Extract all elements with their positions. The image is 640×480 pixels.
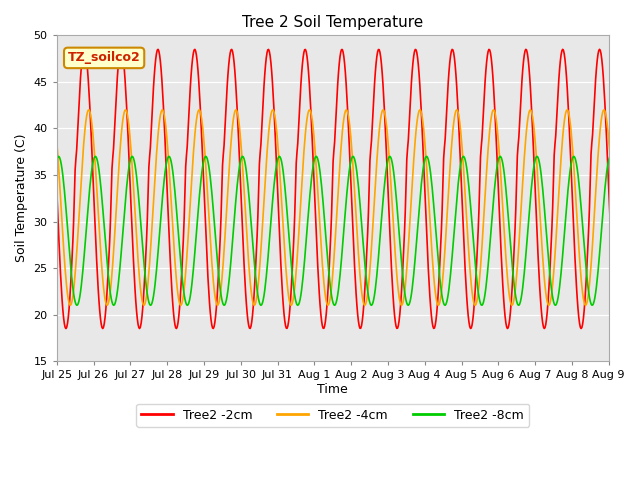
Tree2 -2cm xyxy=(413,49,420,55)
Tree2 -2cm xyxy=(123,103,131,108)
Tree2 -2cm xyxy=(446,60,454,65)
Tree2 -8cm xyxy=(294,302,301,308)
Tree2 -8cm xyxy=(230,219,238,225)
Tree2 -4cm xyxy=(53,138,61,144)
Text: TZ_soilco2: TZ_soilco2 xyxy=(68,51,141,64)
Tree2 -4cm xyxy=(122,107,130,113)
Tree2 -8cm xyxy=(413,226,421,232)
Line: Tree2 -4cm: Tree2 -4cm xyxy=(57,110,640,305)
Tree2 -2cm xyxy=(231,68,239,74)
Tree2 -2cm xyxy=(53,186,61,192)
Tree2 -2cm xyxy=(282,325,290,331)
Tree2 -8cm xyxy=(282,199,290,205)
Tree2 -4cm xyxy=(282,260,289,266)
Line: Tree2 -8cm: Tree2 -8cm xyxy=(57,156,640,305)
Y-axis label: Soil Temperature (C): Soil Temperature (C) xyxy=(15,134,28,263)
X-axis label: Time: Time xyxy=(317,383,348,396)
Legend: Tree2 -2cm, Tree2 -4cm, Tree2 -8cm: Tree2 -2cm, Tree2 -4cm, Tree2 -8cm xyxy=(136,404,529,427)
Tree2 -2cm xyxy=(260,83,268,89)
Tree2 -8cm xyxy=(275,154,283,159)
Tree2 -2cm xyxy=(632,47,640,52)
Tree2 -4cm xyxy=(490,107,497,113)
Tree2 -8cm xyxy=(259,297,267,303)
Tree2 -4cm xyxy=(230,112,238,118)
Line: Tree2 -2cm: Tree2 -2cm xyxy=(57,49,640,328)
Tree2 -4cm xyxy=(412,128,420,134)
Tree2 -8cm xyxy=(122,193,130,199)
Title: Tree 2 Soil Temperature: Tree 2 Soil Temperature xyxy=(242,15,423,30)
Tree2 -4cm xyxy=(259,210,267,216)
Tree2 -4cm xyxy=(445,180,453,186)
Tree2 -2cm xyxy=(62,325,70,331)
Tree2 -4cm xyxy=(508,302,516,308)
Tree2 -8cm xyxy=(53,157,61,163)
Tree2 -8cm xyxy=(447,271,454,277)
